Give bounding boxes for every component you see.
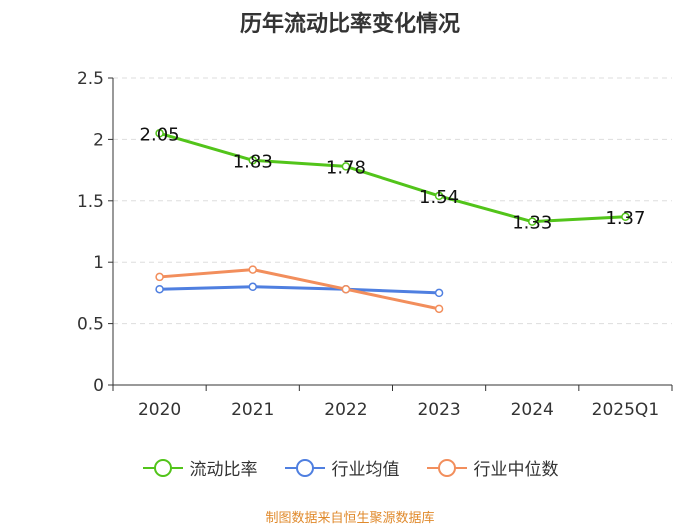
- legend-label: 行业均值: [331, 460, 400, 480]
- y-tick-label: 2.5: [77, 69, 104, 89]
- data-point: [248, 156, 257, 165]
- data-label: 2.05: [140, 124, 180, 145]
- data-point: [155, 284, 164, 294]
- x-tick-label: 2020: [138, 400, 181, 420]
- x-tick-label: 2025Q1: [592, 400, 659, 420]
- series-line-1: [159, 285, 440, 295]
- y-tick-label: 0.5: [77, 315, 104, 335]
- x-tick-label: 2023: [417, 400, 460, 420]
- data-point: [248, 265, 257, 274]
- y-tick-label: 1.5: [77, 192, 104, 212]
- data-label: 1.78: [326, 157, 366, 178]
- x-tick-label: 2024: [511, 400, 554, 420]
- series-line-0: [159, 131, 626, 224]
- data-point: [434, 191, 444, 201]
- legend-item-0[interactable]: 流动比率: [142, 455, 258, 480]
- legend-label: 流动比率: [189, 460, 258, 480]
- data-label: 1.37: [605, 208, 645, 229]
- data-point: [621, 212, 630, 222]
- data-label: 1.54: [419, 187, 459, 208]
- x-tick-label: 2022: [324, 400, 367, 420]
- data-point: [155, 272, 164, 282]
- data-point: [248, 282, 257, 292]
- series-lines: [155, 129, 630, 314]
- legend-item-2[interactable]: 行业中位数: [426, 455, 559, 480]
- legend-line-circle-icon: [426, 458, 467, 477]
- data-label: 1.83: [233, 151, 273, 172]
- data-point: [434, 288, 444, 298]
- legend-line-circle-icon: [284, 458, 325, 477]
- legend-item-1[interactable]: 行业均值: [284, 455, 400, 480]
- legend-label: 行业中位数: [473, 460, 559, 480]
- series-line-2: [159, 268, 440, 311]
- chart-title: 历年流动比率变化情况: [239, 12, 460, 37]
- y-tick-label: 2: [93, 130, 104, 150]
- axes: 0 0.5 1 1.5 2 2.5 2020 2021 2022 2023 2024 2025Q1: [77, 69, 673, 420]
- data-point: [341, 284, 351, 294]
- y-tick-label: 1: [93, 253, 104, 273]
- legend: 流动比率 行业均值 行业中位数: [0, 455, 700, 480]
- legend-line-circle-icon: [142, 458, 183, 477]
- source-note: 制图数据来自恒生聚源数据库: [265, 511, 435, 526]
- y-tick-label: 0: [93, 376, 104, 396]
- x-tick-label: 2021: [231, 400, 274, 420]
- data-point: [155, 129, 164, 138]
- data-point: [528, 217, 537, 226]
- data-point: [434, 304, 444, 314]
- grid-lines: [113, 77, 672, 325]
- data-point: [341, 162, 351, 171]
- data-labels: 2.05 1.83 1.78 1.54 1.33 1.37: [140, 124, 646, 233]
- data-label: 1.33: [512, 213, 552, 234]
